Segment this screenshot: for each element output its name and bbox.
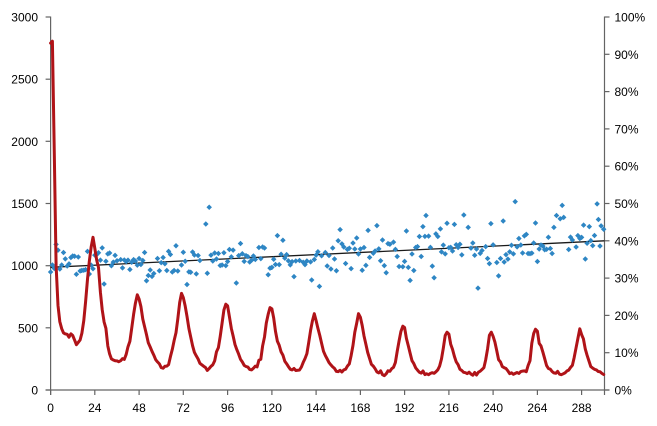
svg-text:30%: 30%: [615, 272, 639, 286]
svg-text:264: 264: [527, 401, 547, 415]
svg-text:288: 288: [572, 401, 592, 415]
svg-text:90%: 90%: [615, 48, 639, 62]
svg-text:50%: 50%: [615, 197, 639, 211]
svg-text:20%: 20%: [615, 309, 639, 323]
svg-text:2000: 2000: [11, 135, 38, 149]
svg-text:192: 192: [395, 401, 415, 415]
svg-text:2500: 2500: [11, 73, 38, 87]
svg-text:240: 240: [483, 401, 503, 415]
svg-text:120: 120: [262, 401, 282, 415]
svg-text:500: 500: [18, 321, 38, 335]
svg-text:10%: 10%: [615, 346, 639, 360]
svg-text:168: 168: [350, 401, 370, 415]
svg-text:24: 24: [88, 401, 102, 415]
svg-text:72: 72: [177, 401, 191, 415]
svg-text:48: 48: [132, 401, 146, 415]
svg-text:0: 0: [47, 401, 54, 415]
svg-text:3000: 3000: [11, 11, 38, 25]
svg-text:96: 96: [221, 401, 235, 415]
svg-text:216: 216: [439, 401, 459, 415]
svg-text:0%: 0%: [615, 384, 633, 398]
svg-text:1000: 1000: [11, 259, 38, 273]
svg-text:80%: 80%: [615, 85, 639, 99]
svg-text:0: 0: [31, 384, 38, 398]
svg-text:60%: 60%: [615, 160, 639, 174]
svg-text:40%: 40%: [615, 234, 639, 248]
svg-text:70%: 70%: [615, 122, 639, 136]
svg-text:1500: 1500: [11, 197, 38, 211]
svg-text:100%: 100%: [615, 11, 646, 25]
svg-text:144: 144: [306, 401, 326, 415]
